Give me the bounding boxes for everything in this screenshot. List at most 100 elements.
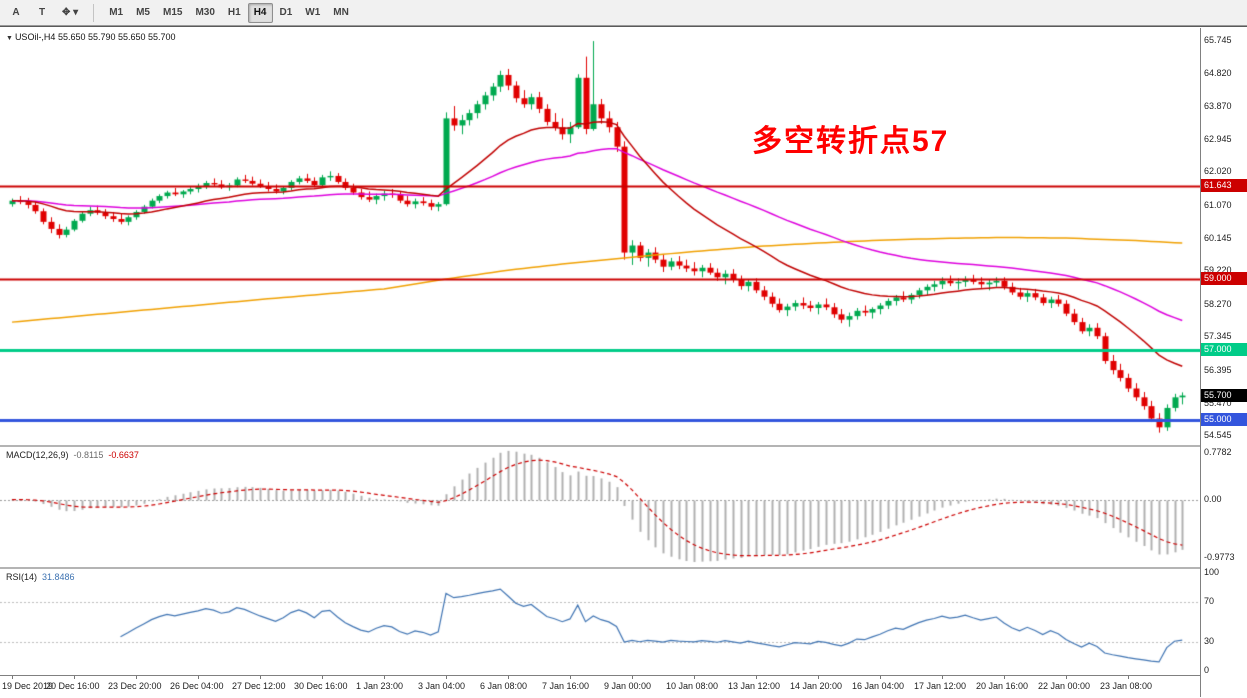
axis-tick: 65.745 xyxy=(1204,34,1232,45)
price-line-badge: 59.000 xyxy=(1201,272,1247,286)
time-axis-tickmark xyxy=(1066,676,1067,679)
time-axis-label: 20 Dec 16:00 xyxy=(46,681,100,691)
time-axis-label: 10 Jan 08:00 xyxy=(666,681,719,691)
axis-tick: 55.470 xyxy=(1204,397,1232,408)
symbol-ohlc-label: ▼ USOil-,H4 55.650 55.790 55.650 55.700 xyxy=(6,32,176,42)
tool-button-group: A T ✥ ▾ xyxy=(4,3,84,23)
time-axis-label: 23 Jan 08:00 xyxy=(1100,681,1153,691)
macd-main-value: -0.8115 xyxy=(73,450,104,460)
time-axis-label: 14 Jan 20:00 xyxy=(790,681,843,691)
time-axis-label: 27 Dec 12:00 xyxy=(232,681,286,691)
time-axis-label: 16 Jan 04:00 xyxy=(852,681,905,691)
axis-tick: -0.9773 xyxy=(1204,552,1235,563)
time-axis-tickmark xyxy=(384,676,385,679)
time-axis-label: 23 Dec 20:00 xyxy=(108,681,162,691)
timeframe-m1-button[interactable]: M1 xyxy=(103,3,129,23)
timeframe-w1-button[interactable]: W1 xyxy=(299,3,326,23)
axis-tick: 62.945 xyxy=(1204,133,1232,144)
timeframe-m5-button[interactable]: M5 xyxy=(130,3,156,23)
time-axis-label: 13 Jan 12:00 xyxy=(728,681,781,691)
price-line-badge: 61.643 xyxy=(1201,178,1247,192)
axis-tick: 64.820 xyxy=(1204,67,1232,78)
time-axis-tickmark xyxy=(942,676,943,679)
timeframe-h1-button[interactable]: H1 xyxy=(222,3,247,23)
time-axis-tickmark xyxy=(570,676,571,679)
time-axis-tickmark xyxy=(446,676,447,679)
rsi-value: 31.8486 xyxy=(42,572,75,582)
axis-tick: 62.020 xyxy=(1204,166,1232,177)
axis-tick: 57.345 xyxy=(1204,331,1232,342)
axis-tick: 70 xyxy=(1204,596,1215,607)
macd-panel: MACD(12,26,9) -0.8115 -0.6637 xyxy=(0,447,1200,567)
time-axis-label: 6 Jan 08:00 xyxy=(480,681,528,691)
main-price-panel: ▼ USOil-,H4 55.650 55.790 55.650 55.700 多… xyxy=(0,28,1200,445)
time-axis-tickmark xyxy=(818,676,819,679)
time-axis-tickmark xyxy=(12,676,13,679)
rsi-panel: RSI(14) 31.8486 xyxy=(0,569,1200,675)
axis-tick: 54.545 xyxy=(1204,430,1232,441)
symbol-ohlc-text: USOil-,H4 55.650 55.790 55.650 55.700 xyxy=(14,32,176,42)
time-axis-label: 17 Jan 12:00 xyxy=(914,681,967,691)
axis-tick: 60.145 xyxy=(1204,232,1232,243)
time-axis-tickmark xyxy=(198,676,199,679)
axis-tick: 0.7782 xyxy=(1204,446,1232,457)
time-axis-tickmark xyxy=(322,676,323,679)
time-axis-label: 19 Dec 2019 xyxy=(2,681,54,691)
panel-separator[interactable] xyxy=(0,567,1247,569)
time-axis[interactable]: 19 Dec 2019 20 Dec 16:00 23 Dec 20:00 26 De… xyxy=(0,675,1200,698)
timeframe-m30-button[interactable]: M30 xyxy=(189,3,220,23)
time-axis-tickmark xyxy=(508,676,509,679)
axis-tick: 58.270 xyxy=(1204,298,1232,309)
axis-tick: 0.00 xyxy=(1204,493,1222,504)
time-axis-label: 22 Jan 00:00 xyxy=(1038,681,1091,691)
time-axis-tickmark xyxy=(880,676,881,679)
time-axis-tickmark xyxy=(756,676,757,679)
timeframe-h4-button[interactable]: H4 xyxy=(247,2,273,23)
time-axis-label: 7 Jan 16:00 xyxy=(542,681,590,691)
timeframe-d1-button[interactable]: D1 xyxy=(274,3,299,23)
axis-tick: 56.395 xyxy=(1204,365,1232,376)
timeframe-m15-button[interactable]: M15 xyxy=(157,3,188,23)
time-axis-label: 26 Dec 04:00 xyxy=(170,681,224,691)
time-axis-label: 20 Jan 16:00 xyxy=(976,681,1029,691)
axis-tick: 61.070 xyxy=(1204,199,1232,210)
time-axis-label: 9 Jan 00:00 xyxy=(604,681,652,691)
price-axis[interactable]: 65.745 64.820 63.870 62.945 62.020 61.070 60.1… xyxy=(1200,28,1247,697)
rsi-canvas[interactable] xyxy=(0,569,1200,675)
time-axis-tickmark xyxy=(260,676,261,679)
price-line-badge: 57.000 xyxy=(1201,342,1247,356)
time-axis-tickmark xyxy=(1128,676,1129,679)
chart-window: ▼ USOil-,H4 55.650 55.790 55.650 55.700 多… xyxy=(0,26,1247,698)
price-line-badge: 55.000 xyxy=(1201,413,1247,427)
toolbar-separator xyxy=(93,3,95,22)
dropdown-triangle-icon[interactable]: ▼ xyxy=(6,35,13,42)
macd-canvas[interactable] xyxy=(0,447,1200,567)
macd-signal-value: -0.6637 xyxy=(108,450,139,460)
time-axis-tickmark xyxy=(74,676,75,679)
panel-separator[interactable] xyxy=(0,445,1247,447)
macd-name: MACD(12,26,9) xyxy=(6,450,69,460)
current-price-badge: 55.700 xyxy=(1201,388,1247,402)
axis-tick: 30 xyxy=(1204,635,1215,646)
timeframe-button-group: M1 M5 M15 M30 H1 H4 D1 W1 MN xyxy=(103,2,355,23)
axis-tick: 59.220 xyxy=(1204,265,1232,276)
annotation-text[interactable]: 多空转折点57 xyxy=(752,125,950,158)
macd-label: MACD(12,26,9) -0.8115 -0.6637 xyxy=(6,450,139,460)
toolbar: A T ✥ ▾ M1 M5 M15 M30 H1 H4 D1 W1 MN xyxy=(0,0,1247,26)
time-axis-label: 3 Jan 04:00 xyxy=(418,681,466,691)
axis-tick: 63.870 xyxy=(1204,101,1232,112)
time-axis-tickmark xyxy=(694,676,695,679)
text-tool-button[interactable]: T xyxy=(30,3,54,23)
rsi-name: RSI(14) xyxy=(6,572,38,582)
axis-tick: 0 xyxy=(1204,665,1210,676)
time-axis-tickmark xyxy=(1004,676,1005,679)
timeframe-mn-button[interactable]: MN xyxy=(327,3,355,23)
drawing-tools-dropdown-button[interactable]: ✥ ▾ xyxy=(56,3,84,23)
time-axis-label: 1 Jan 23:00 xyxy=(356,681,404,691)
time-axis-tickmark xyxy=(632,676,633,679)
rsi-label: RSI(14) 31.8486 xyxy=(6,572,75,582)
cursor-tool-button[interactable]: A xyxy=(4,3,28,23)
time-axis-label: 30 Dec 16:00 xyxy=(294,681,348,691)
axis-tick: 100 xyxy=(1204,566,1220,577)
main-chart-canvas[interactable] xyxy=(0,28,1200,445)
